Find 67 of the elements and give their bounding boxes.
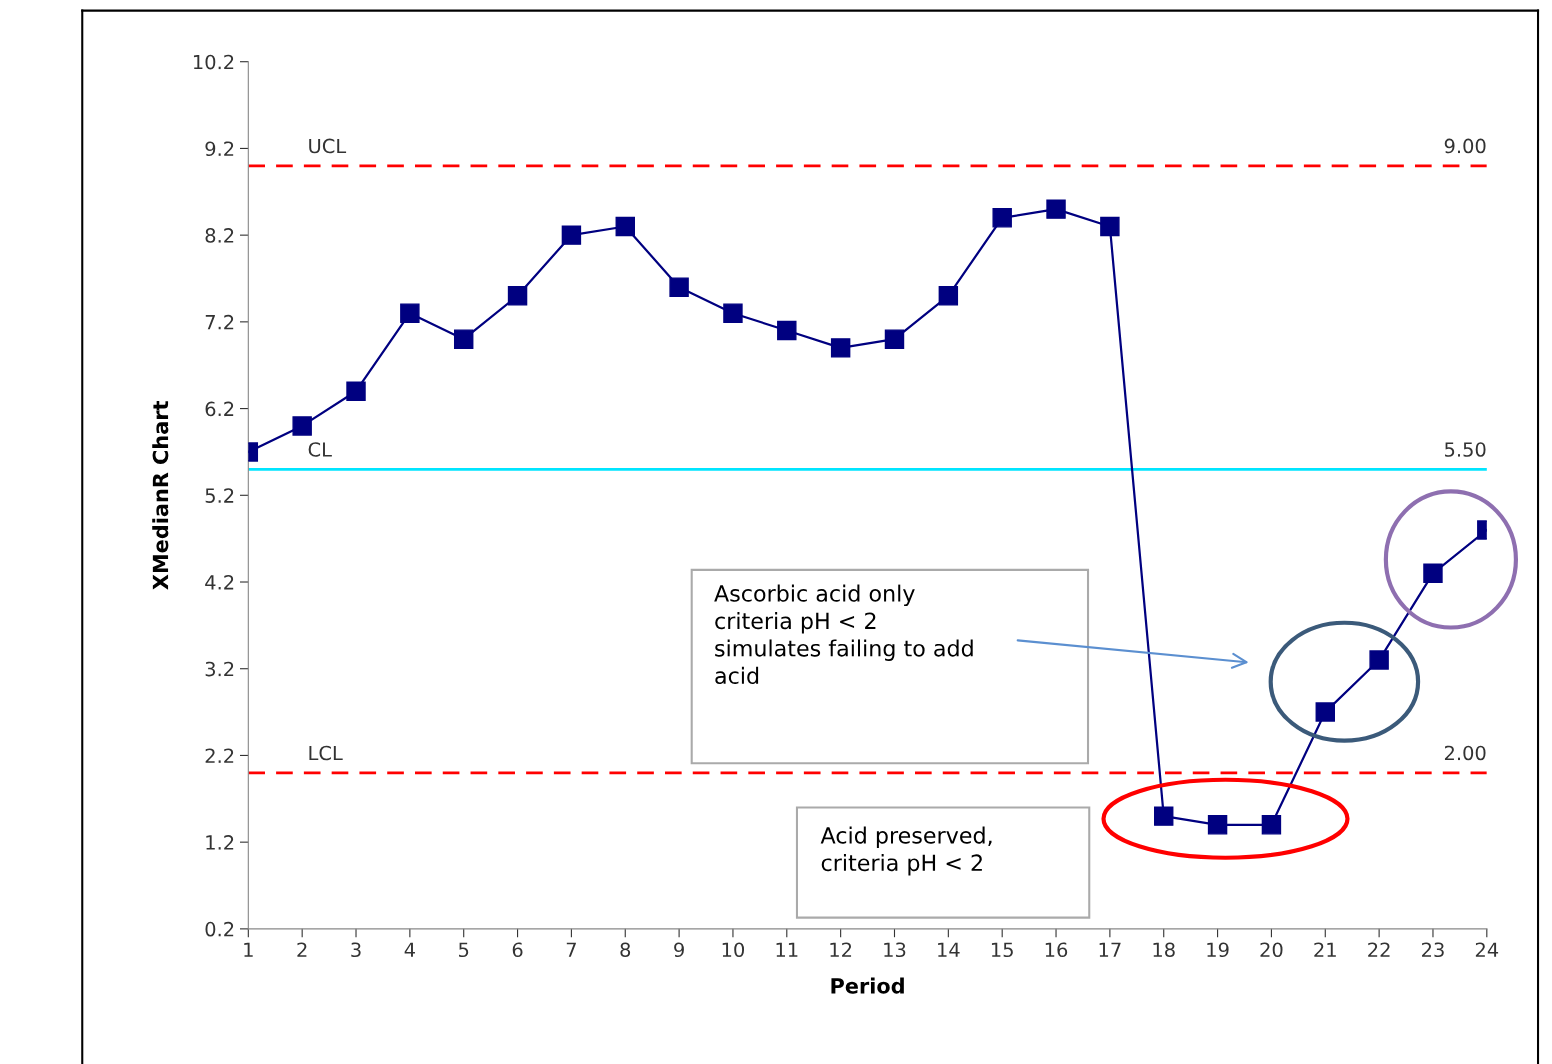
- annotation: Ascorbic acid only criteria pH < 2 simulates failing to add acid: [714, 584, 973, 685]
- x-tick-label: 13: [884, 942, 906, 958]
- x-tick-label: 17: [1099, 942, 1121, 957]
- x-tick-label: 6: [512, 942, 523, 958]
- y-axis-title: XMedianR Chart: [152, 400, 169, 590]
- point: [615, 216, 635, 237]
- x-tick-label: 4: [404, 942, 415, 957]
- x-tick-label: 10: [722, 942, 745, 958]
- y-tick-label: 5.2: [205, 488, 234, 503]
- point: [292, 416, 312, 436]
- point: [992, 208, 1012, 228]
- annotation: 9.00: [1444, 138, 1486, 154]
- y-tick-label: 10.2: [193, 54, 234, 70]
- point: [938, 286, 959, 306]
- x-tick-label: 8: [620, 942, 631, 958]
- x-tick-label: 24: [1475, 942, 1499, 957]
- annotation: 2.00: [1444, 745, 1486, 761]
- y-tick-label: 2.2: [205, 748, 234, 763]
- x-tick-label: 22: [1368, 942, 1390, 957]
- x-tick-label: 9: [674, 942, 684, 958]
- point: [453, 329, 474, 349]
- point: [1369, 650, 1389, 670]
- y-tick-label: 4.2: [205, 574, 234, 590]
- x-tick-label: 5: [459, 942, 469, 958]
- x-tick-label: 21: [1314, 942, 1336, 957]
- point: [346, 381, 366, 401]
- x-tick-label: 7: [566, 942, 576, 957]
- x-tick-label: 3: [351, 942, 361, 958]
- point: [884, 329, 905, 349]
- point: [1154, 806, 1174, 826]
- x-tick-label: 14: [938, 942, 960, 957]
- point: [723, 303, 743, 323]
- point: [1423, 563, 1443, 584]
- ref-line-label: CL: [308, 442, 332, 457]
- point: [1261, 815, 1282, 835]
- y-tick-label: 7.2: [205, 314, 234, 330]
- x-tick-label: 1: [244, 942, 253, 957]
- ref-line-label: UCL: [309, 138, 347, 154]
- annotation: 5.50: [1445, 442, 1486, 457]
- point: [400, 303, 420, 323]
- x-tick-label: 11: [776, 942, 798, 957]
- y-tick-label: 6.2: [205, 401, 234, 417]
- x-tick-label: 18: [1153, 942, 1175, 958]
- x-tick-label: 19: [1207, 942, 1229, 958]
- y-tick-label: 9.2: [205, 141, 234, 157]
- point: [669, 277, 689, 297]
- x-tick-label: 2: [297, 942, 307, 957]
- y-tick-label: 3.2: [205, 661, 234, 677]
- x-tick-label: 12: [830, 942, 852, 957]
- point: [1100, 216, 1120, 237]
- x-tick-label: 20: [1260, 942, 1283, 958]
- point: [777, 320, 797, 341]
- point: [1315, 702, 1335, 722]
- y-tick-label: 8.2: [205, 228, 234, 243]
- point: [561, 225, 582, 245]
- x-axis-title: Period: [831, 977, 904, 994]
- point: [830, 338, 851, 358]
- ref-line-label: LCL: [309, 745, 343, 761]
- x-tick-label: 23: [1422, 942, 1444, 958]
- y-tick-label: 0.2: [205, 921, 234, 937]
- y-tick-label: 1.2: [206, 835, 234, 850]
- annotation: Acid preserved, criteria pH < 2: [820, 826, 992, 876]
- x-tick-label: 16: [1045, 942, 1068, 958]
- point: [1207, 815, 1228, 835]
- x-tick-label: 15: [991, 942, 1013, 958]
- point: [507, 286, 528, 306]
- point: [1046, 199, 1066, 219]
